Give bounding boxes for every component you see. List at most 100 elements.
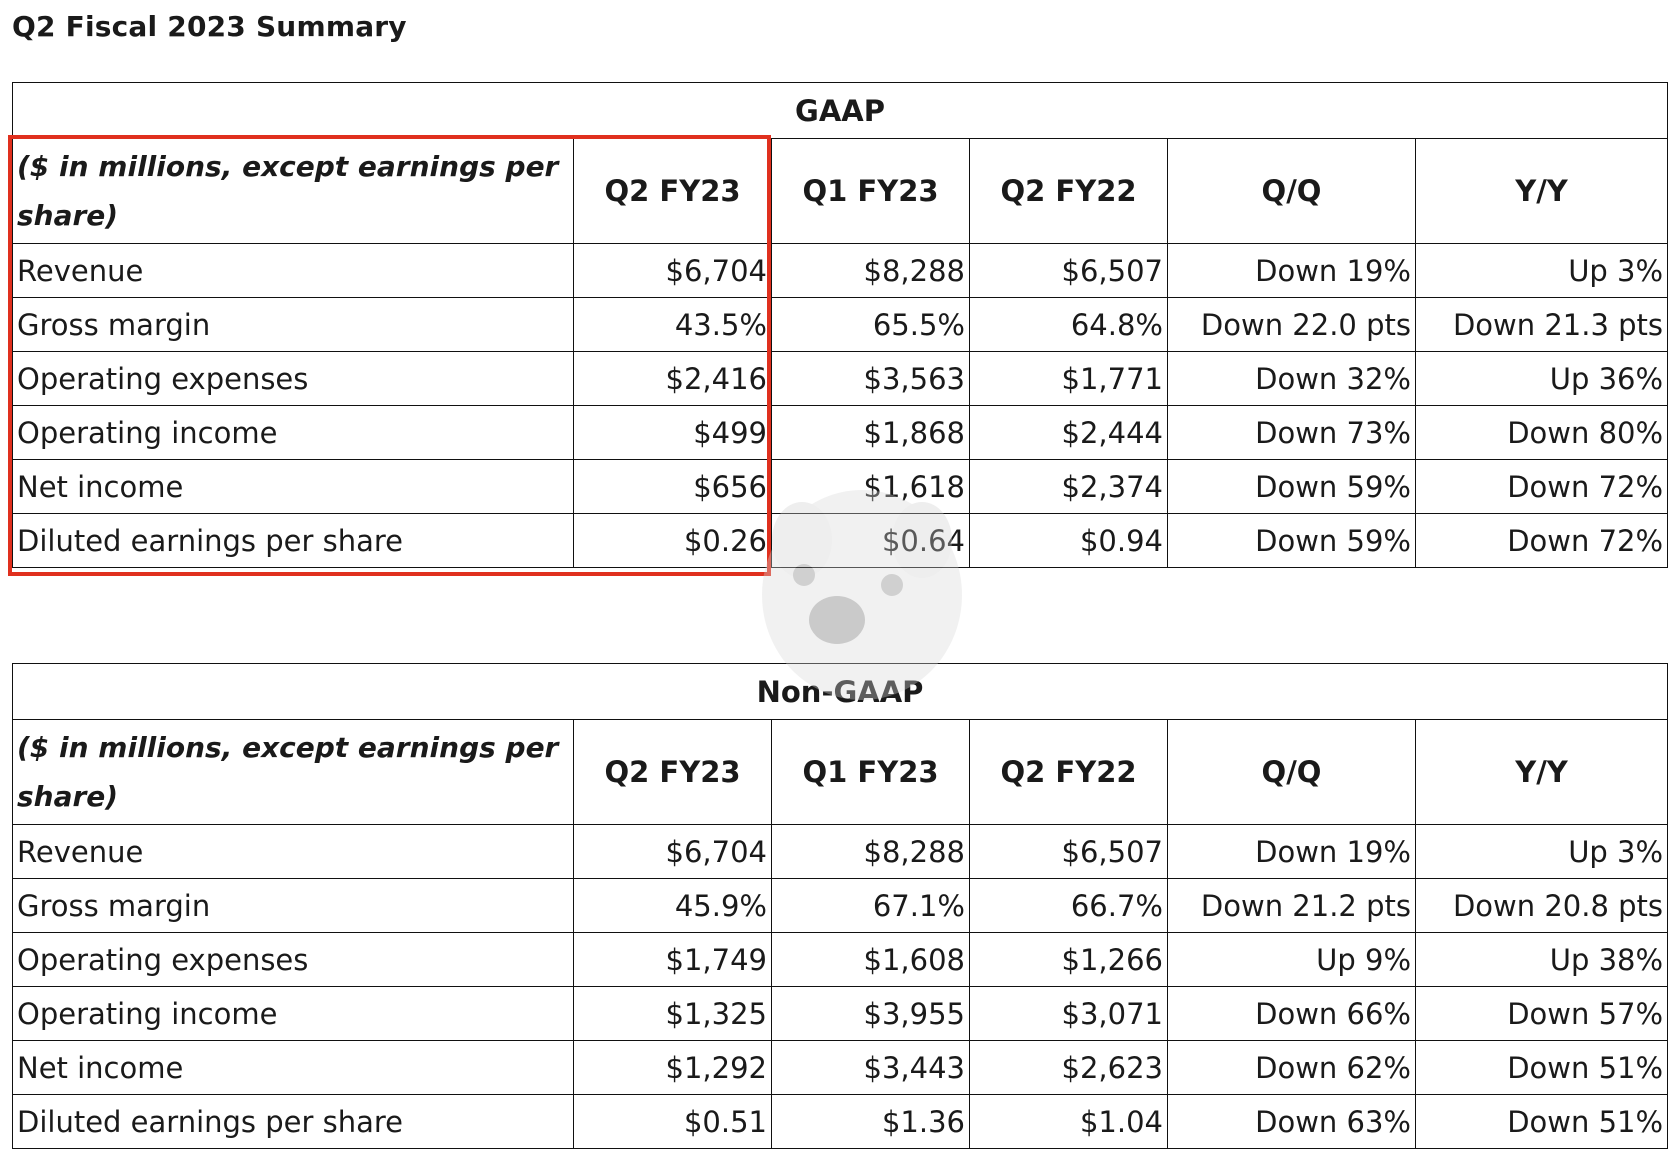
metric-label: Diluted earnings per share (12, 1094, 574, 1149)
column-header-qq: Q/Q (1167, 138, 1416, 244)
column-header-q2-fy22: Q2 FY22 (969, 719, 1168, 825)
column-header-qq: Q/Q (1167, 719, 1416, 825)
metric-label: Operating expenses (12, 351, 574, 406)
column-header-q1-fy23: Q1 FY23 (771, 138, 970, 244)
cell-qq: Down 19% (1167, 824, 1416, 879)
cell-yy: Down 80% (1414, 405, 1669, 460)
cell-q2-fy22: 66.7% (969, 878, 1168, 933)
cell-q2-fy22: $1.04 (969, 1094, 1168, 1149)
cell-q2-fy23: $6,704 (573, 243, 772, 298)
gaap-table-row: Gross margin 43.5% 65.5% 64.8% Down 22.0 pts… (12, 297, 1669, 352)
non-gaap-header-row: ($ in millions, except earnings per shar… (12, 719, 1669, 825)
cell-q1-fy23: 67.1% (771, 878, 970, 933)
cell-yy: Up 36% (1414, 351, 1669, 406)
non-gaap-table-row: Revenue $6,704 $8,288 $6,507 Down 19% Up 3% (12, 824, 1669, 879)
gaap-table: GAAP ($ in millions, except earnings per… (11, 82, 1669, 568)
cell-q2-fy23: $1,292 (573, 1040, 772, 1095)
cell-q2-fy22: $2,444 (969, 405, 1168, 460)
non-gaap-table-row: Operating income $1,325 $3,955 $3,071 Down 6… (12, 986, 1669, 1041)
column-header-q2-fy22: Q2 FY22 (969, 138, 1168, 244)
cell-yy: Down 57% (1414, 986, 1669, 1041)
cell-qq: Down 59% (1167, 513, 1416, 568)
cell-q1-fy23: $3,443 (771, 1040, 970, 1095)
non-gaap-table-title: Non-GAAP (11, 663, 1669, 720)
column-header-unit-label: ($ in millions, except earnings per shar… (12, 138, 574, 244)
gaap-table-row: Operating expenses $2,416 $3,563 $1,771 Down… (12, 351, 1669, 406)
cell-yy: Up 38% (1414, 932, 1669, 987)
column-header-yy: Y/Y (1414, 719, 1669, 825)
non-gaap-table-row: Gross margin 45.9% 67.1% 66.7% Down 21.2 pts… (12, 878, 1669, 933)
non-gaap-table-row: Diluted earnings per share $0.51 $1.36 $1.0… (12, 1094, 1669, 1149)
column-header-q1-fy23: Q1 FY23 (771, 719, 970, 825)
cell-qq: Down 22.0 pts (1167, 297, 1416, 352)
cell-q1-fy23: $1,868 (771, 405, 970, 460)
cell-q2-fy23: 45.9% (573, 878, 772, 933)
cell-yy: Down 72% (1414, 459, 1669, 514)
cell-q2-fy22: $6,507 (969, 243, 1168, 298)
column-header-yy: Y/Y (1414, 138, 1669, 244)
cell-q2-fy22: $2,374 (969, 459, 1168, 514)
cell-q2-fy22: $3,071 (969, 986, 1168, 1041)
page-title: Q2 Fiscal 2023 Summary (12, 10, 407, 43)
cell-q1-fy23: $1.36 (771, 1094, 970, 1149)
column-header-q2-fy23: Q2 FY23 (573, 719, 772, 825)
cell-q1-fy23: $3,955 (771, 986, 970, 1041)
cell-q2-fy23: $656 (573, 459, 772, 514)
cell-q2-fy23: $0.51 (573, 1094, 772, 1149)
cell-q2-fy23: 43.5% (573, 297, 772, 352)
metric-label: Operating expenses (12, 932, 574, 987)
cell-q1-fy23: $1,618 (771, 459, 970, 514)
cell-qq: Up 9% (1167, 932, 1416, 987)
cell-qq: Down 62% (1167, 1040, 1416, 1095)
column-header-unit-label: ($ in millions, except earnings per shar… (12, 719, 574, 825)
cell-yy: Up 3% (1414, 243, 1669, 298)
cell-q2-fy22: $1,771 (969, 351, 1168, 406)
cell-yy: Down 20.8 pts (1414, 878, 1669, 933)
cell-yy: Down 72% (1414, 513, 1669, 568)
metric-label: Operating income (12, 986, 574, 1041)
metric-label: Net income (12, 1040, 574, 1095)
non-gaap-title-row: Non-GAAP (11, 663, 1669, 720)
cell-yy: Down 51% (1414, 1040, 1669, 1095)
cell-qq: Down 21.2 pts (1167, 878, 1416, 933)
cell-q2-fy23: $6,704 (573, 824, 772, 879)
cell-yy: Down 21.3 pts (1414, 297, 1669, 352)
gaap-table-title: GAAP (11, 82, 1669, 139)
cell-qq: Down 19% (1167, 243, 1416, 298)
cell-q1-fy23: $1,608 (771, 932, 970, 987)
cell-q1-fy23: $0.64 (771, 513, 970, 568)
metric-label: Gross margin (12, 878, 574, 933)
metric-label: Diluted earnings per share (12, 513, 574, 568)
cell-yy: Down 51% (1414, 1094, 1669, 1149)
metric-label: Revenue (12, 824, 574, 879)
cell-qq: Down 63% (1167, 1094, 1416, 1149)
cell-q2-fy22: $1,266 (969, 932, 1168, 987)
cell-qq: Down 73% (1167, 405, 1416, 460)
non-gaap-table: Non-GAAP ($ in millions, except earnings… (11, 663, 1669, 1149)
cell-q1-fy23: $8,288 (771, 824, 970, 879)
gaap-header-row: ($ in millions, except earnings per shar… (12, 138, 1669, 244)
cell-yy: Up 3% (1414, 824, 1669, 879)
cell-q2-fy22: $6,507 (969, 824, 1168, 879)
cell-qq: Down 66% (1167, 986, 1416, 1041)
metric-label: Revenue (12, 243, 574, 298)
cell-q2-fy22: $2,623 (969, 1040, 1168, 1095)
non-gaap-table-row: Operating expenses $1,749 $1,608 $1,266 Up 9… (12, 932, 1669, 987)
cell-q2-fy22: $0.94 (969, 513, 1168, 568)
gaap-table-row: Operating income $499 $1,868 $2,444 Down 73%… (12, 405, 1669, 460)
cell-q2-fy23: $0.26 (573, 513, 772, 568)
column-header-q2-fy23: Q2 FY23 (573, 138, 772, 244)
metric-label: Operating income (12, 405, 574, 460)
cell-q2-fy23: $1,325 (573, 986, 772, 1041)
gaap-title-row: GAAP (11, 82, 1669, 139)
gaap-table-row: Net income $656 $1,618 $2,374 Down 59% Down 7… (12, 459, 1669, 514)
cell-q1-fy23: $3,563 (771, 351, 970, 406)
cell-q1-fy23: $8,288 (771, 243, 970, 298)
cell-q2-fy23: $2,416 (573, 351, 772, 406)
cell-q2-fy23: $1,749 (573, 932, 772, 987)
gaap-table-row: Revenue $6,704 $8,288 $6,507 Down 19% Up 3% (12, 243, 1669, 298)
cell-q2-fy22: 64.8% (969, 297, 1168, 352)
metric-label: Gross margin (12, 297, 574, 352)
non-gaap-table-row: Net income $1,292 $3,443 $2,623 Down 62% Down… (12, 1040, 1669, 1095)
cell-q2-fy23: $499 (573, 405, 772, 460)
